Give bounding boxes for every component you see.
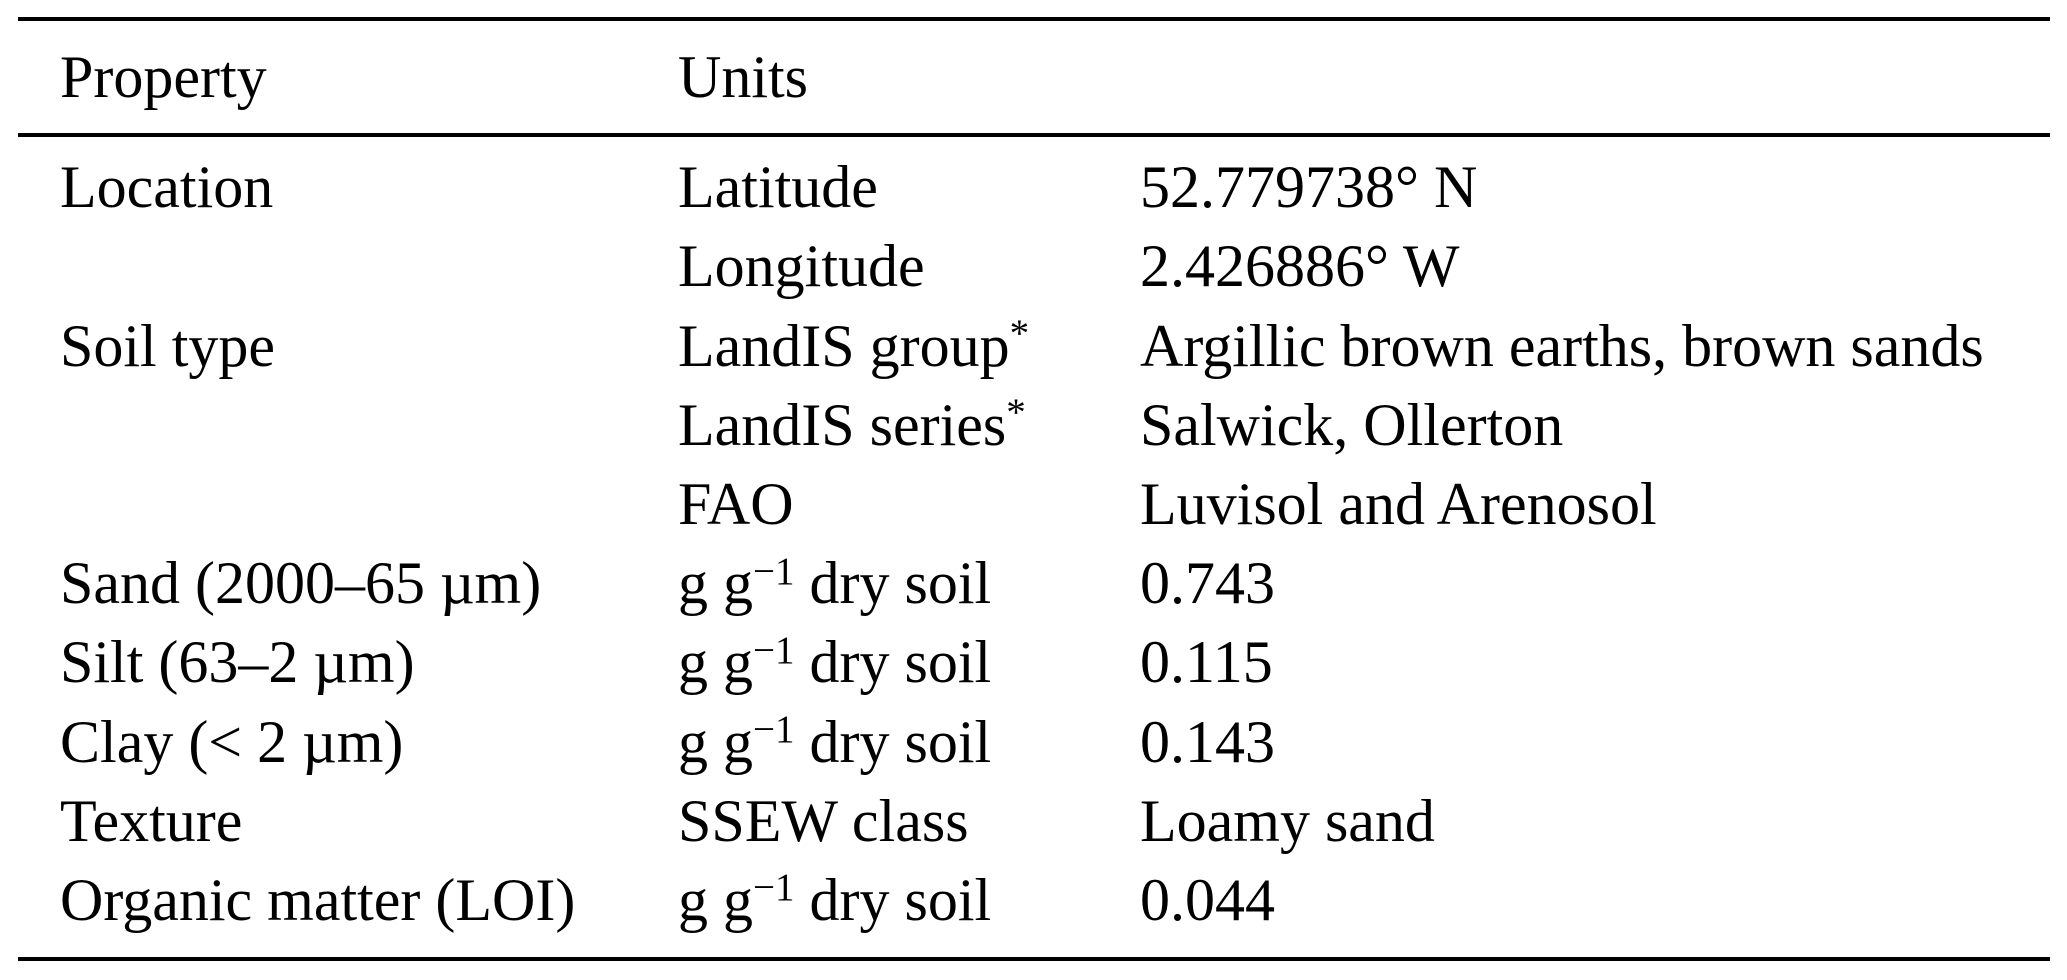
- table-row-location-longitude: Longitude 2.426886° W: [0, 227, 2067, 306]
- column-header-units: Units: [678, 43, 809, 110]
- cell-units: g g−1 dry soil: [678, 708, 1140, 777]
- cell-property: Sand (2000–65 µm): [60, 550, 542, 617]
- table-row-location-latitude: Location Latitude 52.779738° N: [0, 148, 2067, 227]
- units-superscript: −1: [753, 549, 795, 593]
- units-superscript: *: [1006, 391, 1026, 435]
- cell-units: SSEW class: [678, 787, 1140, 856]
- cell-property: Texture: [60, 787, 243, 854]
- table-bottom-rule: [18, 957, 2050, 961]
- cell-value: Luvisol and Arenosol: [1140, 470, 1657, 537]
- table-row-texture: Texture SSEW class Loamy sand: [0, 782, 2067, 861]
- units-rest: dry soil: [794, 708, 992, 775]
- table-row-soiltype-landis-group: Soil type LandIS group* Argillic brown e…: [0, 306, 2067, 385]
- cell-units: LandIS series*: [678, 391, 1140, 460]
- cell-value: 0.143: [1140, 708, 1275, 775]
- cell-value: Loamy sand: [1140, 787, 1435, 854]
- units-base: g g: [678, 708, 753, 775]
- table-row-clay: Clay (< 2 µm) g g−1 dry soil 0.143: [0, 702, 2067, 781]
- units-base: g g: [678, 550, 753, 617]
- cell-value: Salwick, Ollerton: [1140, 391, 1564, 458]
- units-rest: dry soil: [794, 629, 992, 696]
- units-base: FAO: [678, 470, 794, 537]
- units-base: LandIS group: [678, 312, 1010, 379]
- cell-value: 2.426886° W: [1140, 233, 1460, 300]
- cell-value: 0.743: [1140, 550, 1275, 617]
- units-rest: dry soil: [794, 866, 992, 933]
- cell-property: Location: [60, 154, 274, 221]
- table-row-soiltype-fao: FAO Luvisol and Arenosol: [0, 465, 2067, 544]
- table-body: Location Latitude 52.779738° N Longitude…: [0, 148, 2067, 940]
- units-base: g g: [678, 629, 753, 696]
- units-superscript: −1: [753, 866, 795, 910]
- cell-value: 52.779738° N: [1140, 154, 1478, 221]
- cell-value: 0.044: [1140, 866, 1275, 933]
- column-header-property: Property: [60, 43, 267, 110]
- cell-units: Latitude: [678, 153, 1140, 222]
- units-rest: dry soil: [794, 550, 992, 617]
- units-base: SSEW class: [678, 787, 969, 854]
- table-top-rule: [18, 17, 2050, 21]
- units-base: LandIS series: [678, 391, 1007, 458]
- table-header-row: Property Units: [0, 21, 2067, 133]
- cell-units: g g−1 dry soil: [678, 866, 1140, 935]
- units-superscript: *: [1009, 312, 1030, 355]
- table-row-soiltype-landis-series: LandIS series* Salwick, Ollerton: [0, 386, 2067, 465]
- cell-value: 0.115: [1140, 629, 1273, 696]
- units-base: Longitude: [678, 233, 925, 300]
- units-superscript: −1: [753, 708, 795, 752]
- cell-units: g g−1 dry soil: [678, 549, 1140, 618]
- cell-units: LandIS group*: [678, 312, 1140, 381]
- table-row-silt: Silt (63–2 µm) g g−1 dry soil 0.115: [0, 623, 2067, 702]
- cell-units: FAO: [678, 470, 1140, 539]
- cell-property: Clay (< 2 µm): [60, 708, 404, 775]
- cell-property: Silt (63–2 µm): [60, 629, 415, 696]
- table-row-organic-matter: Organic matter (LOI) g g−1 dry soil 0.04…: [0, 861, 2067, 940]
- cell-units: Longitude: [678, 232, 1140, 301]
- table-header-rule: [18, 133, 2050, 137]
- units-superscript: −1: [753, 628, 795, 672]
- table-row-sand: Sand (2000–65 µm) g g−1 dry soil 0.743: [0, 544, 2067, 623]
- cell-property: Soil type: [60, 312, 276, 379]
- cell-value: Argillic brown earths, brown sands: [1140, 312, 1984, 379]
- units-base: g g: [678, 866, 753, 933]
- cell-property: Organic matter (LOI): [60, 866, 576, 933]
- units-base: Latitude: [678, 154, 878, 221]
- cell-units: g g−1 dry soil: [678, 628, 1140, 697]
